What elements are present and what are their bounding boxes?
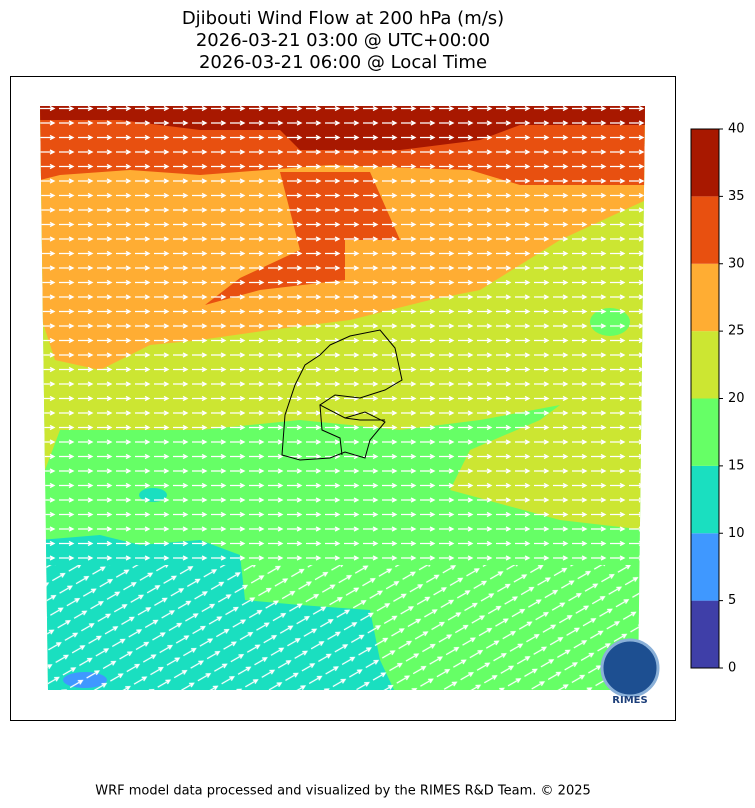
colorbar-segment: [691, 129, 719, 197]
tick-label: 5: [728, 593, 736, 608]
tick-label: 30: [728, 256, 745, 271]
tick-label: 35: [728, 189, 745, 204]
tick-label: 20: [728, 391, 745, 406]
tick-label: 40: [728, 122, 745, 137]
tick-label: 15: [728, 458, 745, 473]
wind-arrows: [40, 106, 645, 565]
logo-text: RIMES: [612, 695, 647, 706]
title: Djibouti Wind Flow at 200 hPa (m/s): [182, 8, 504, 29]
logo: [600, 638, 660, 698]
colorbar-segment: [691, 196, 719, 264]
subtitle: 2026-03-21 03:00 @ UTC+00:00: [196, 30, 490, 51]
wind-field: [40, 106, 645, 690]
tick-label: 25: [728, 324, 745, 339]
colorbar-segment: [691, 600, 719, 668]
country-border: [281, 329, 403, 461]
tick-label: 10: [728, 526, 745, 541]
footer: WRF model data processed and visualized …: [95, 784, 591, 799]
colorbar-segment: [691, 398, 719, 466]
colorbar-segment: [691, 263, 719, 332]
tick-label: 0: [728, 661, 736, 676]
subtitle: 2026-03-21 06:00 @ Local Time: [199, 52, 487, 73]
colorbar-segment: [691, 465, 719, 534]
wind-arrows: [40, 565, 645, 690]
colorbar-segment: [691, 533, 719, 601]
colorbar-segment: [691, 331, 719, 399]
colorbar: 0 5 10 15 20 25 30 35 40: [690, 122, 745, 676]
